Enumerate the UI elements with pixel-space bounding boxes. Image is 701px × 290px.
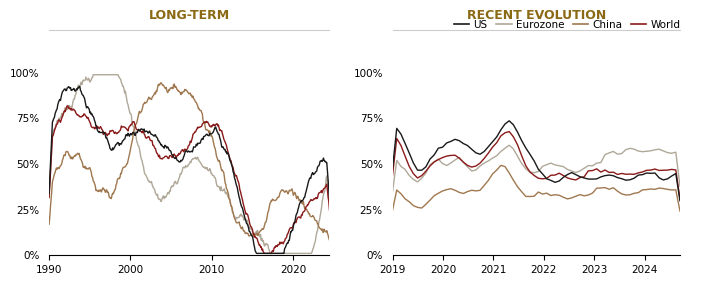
Text: LONG-TERM: LONG-TERM <box>149 9 230 22</box>
Text: RECENT EVOLUTION: RECENT EVOLUTION <box>467 9 606 22</box>
Legend: US, Eurozone, China, World: US, Eurozone, China, World <box>449 15 685 34</box>
